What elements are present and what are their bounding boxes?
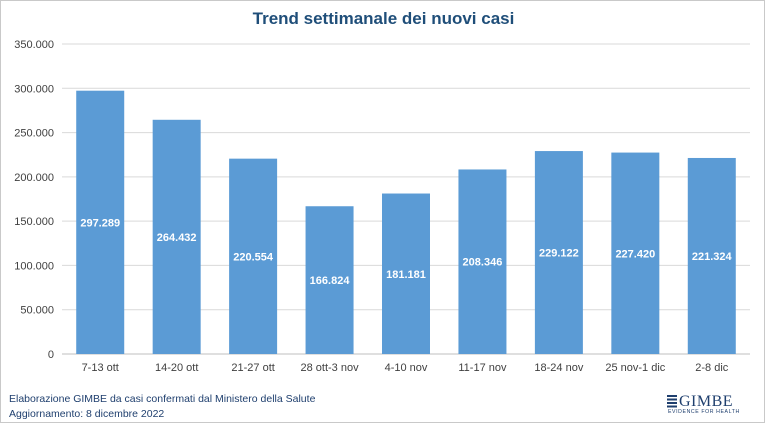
footer: Elaborazione GIMBE da casi confermati da… xyxy=(9,392,315,422)
y-tick-label: 350.000 xyxy=(14,39,54,51)
x-tick-label: 7-13 ott xyxy=(82,362,119,374)
x-tick-label: 25 nov-1 dic xyxy=(605,362,665,374)
bar xyxy=(76,90,125,354)
x-tick-label: 4-10 nov xyxy=(385,362,428,374)
x-tick-label: 28 ott-3 nov xyxy=(301,362,360,374)
y-tick-label: 250.000 xyxy=(14,128,54,140)
bar-value-label: 227.420 xyxy=(615,248,655,260)
footer-updated: Aggiornamento: 8 dicembre 2022 xyxy=(9,408,165,420)
bar xyxy=(229,158,278,354)
bar-value-label: 229.122 xyxy=(539,248,579,260)
bar xyxy=(305,206,354,354)
bar-value-label: 297.289 xyxy=(80,217,120,229)
bar-value-label: 181.181 xyxy=(386,269,426,281)
bar-value-label: 220.554 xyxy=(233,251,274,263)
bar xyxy=(458,169,507,354)
gimbe-logo-tagline: EVIDENCE FOR HEALTH xyxy=(668,409,740,415)
gimbe-logo-wordmark: GIMBE xyxy=(679,393,734,410)
x-tick-label: 18-24 nov xyxy=(534,362,583,374)
y-tick-label: 150.000 xyxy=(14,216,54,228)
bar xyxy=(152,119,201,354)
x-tick-label: 11-17 nov xyxy=(458,362,507,374)
gimbe-logo-mark-icon xyxy=(667,395,677,408)
bar xyxy=(382,193,430,354)
bar xyxy=(611,152,660,354)
y-tick-label: 100.000 xyxy=(14,260,54,272)
bar xyxy=(534,151,583,354)
bar-chart: 0 50.000 100.000 150.000 200.000 250.000 300.0… xyxy=(14,39,750,374)
gimbe-logo: GIMBE EVIDENCE FOR HEALTH xyxy=(667,393,759,417)
x-tick-label: 21-27 ott xyxy=(231,362,274,374)
y-tick-label: 50.000 xyxy=(20,305,54,317)
bar-value-label: 208.346 xyxy=(463,257,503,269)
x-tick-label: 2-8 dic xyxy=(695,362,729,374)
footer-source: Elaborazione GIMBE da casi confermati da… xyxy=(9,393,316,405)
bar-value-label: 264.432 xyxy=(157,232,197,244)
y-tick-label: 300.000 xyxy=(14,83,54,95)
bar-value-label: 221.324 xyxy=(692,251,733,263)
bar-value-label: 166.824 xyxy=(310,275,351,287)
x-tick-label: 14-20 ott xyxy=(155,362,198,374)
bar xyxy=(687,157,736,354)
y-tick-label: 0 xyxy=(48,349,54,361)
y-tick-label: 200.000 xyxy=(14,172,54,184)
chart-title: Trend settimanale dei nuovi casi xyxy=(252,9,515,28)
